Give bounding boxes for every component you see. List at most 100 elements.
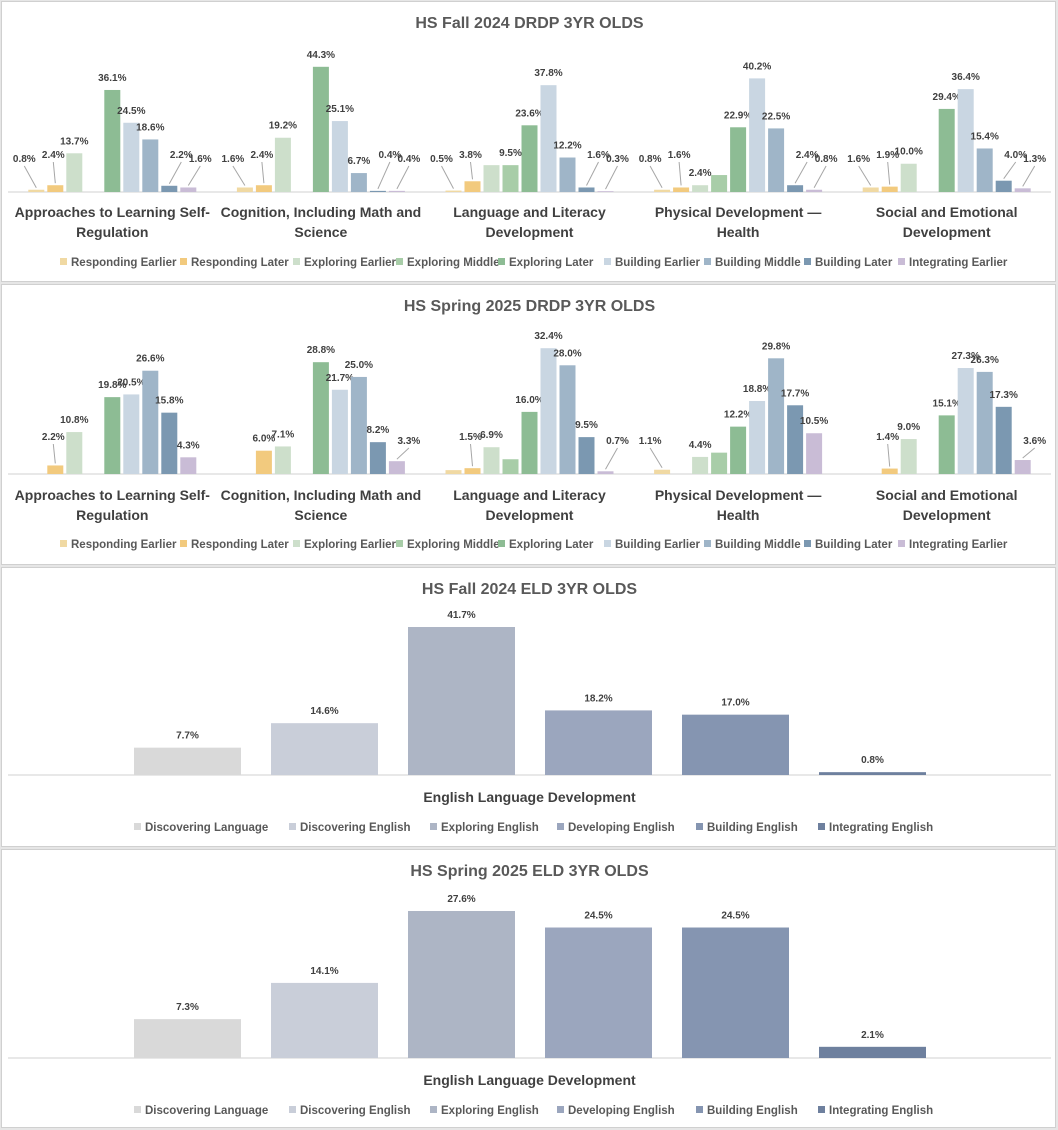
data-label: 2.1% — [861, 1030, 884, 1041]
data-label: 37.8% — [534, 68, 562, 79]
data-label: 1.6% — [668, 150, 691, 161]
data-label: 29.4% — [933, 92, 961, 103]
data-label: 36.1% — [98, 73, 126, 84]
data-label: 2.4% — [796, 150, 819, 161]
label-leader-line — [605, 447, 618, 470]
category-label: Science — [294, 224, 347, 240]
label-leader-line — [887, 443, 891, 467]
bar-discovering-english — [271, 982, 378, 1058]
chart-title: HS Fall 2024 ELD 3YR OLDS — [422, 581, 638, 598]
legend-swatch — [696, 1106, 703, 1113]
label-leader-line — [1003, 161, 1017, 179]
data-label: 17.7% — [781, 388, 809, 399]
data-label: 2.2% — [42, 432, 65, 443]
data-label: 6.7% — [348, 156, 371, 167]
data-label: 7.1% — [272, 429, 295, 440]
legend-swatch — [180, 540, 187, 547]
data-label: 8.2% — [367, 425, 390, 436]
bar-exploring-later — [938, 108, 955, 192]
data-label: 40.2% — [743, 61, 771, 72]
bar-responding-earlier — [445, 470, 462, 474]
data-label: 1.4% — [876, 432, 899, 443]
bar-exploring-earlier — [692, 456, 709, 474]
x-axis-title: English Language Development — [423, 789, 636, 805]
bar-building-earlier — [540, 348, 557, 474]
data-label: 9.5% — [499, 148, 522, 159]
category-label: Health — [717, 507, 760, 523]
label-leader-line — [396, 447, 410, 460]
bar-building-earlier — [331, 389, 348, 474]
bar-responding-earlier — [654, 469, 671, 474]
bar-exploring-english — [408, 627, 515, 775]
bar-building-english — [682, 714, 789, 775]
data-label: 26.3% — [971, 355, 999, 366]
bar-building-middle — [142, 139, 159, 192]
data-label: 1.6% — [847, 154, 870, 165]
bar-integrating-english — [819, 1046, 926, 1058]
legend-swatch — [557, 1106, 564, 1113]
data-label: 25.1% — [326, 104, 354, 115]
data-label: 1.6% — [222, 154, 245, 165]
label-leader-line — [794, 161, 808, 184]
legend-swatch — [289, 823, 296, 830]
bar-responding-later — [255, 185, 272, 192]
bar-building-later — [369, 442, 386, 474]
bar-responding-later — [673, 187, 690, 192]
data-label: 15.8% — [155, 396, 183, 407]
data-label: 9.5% — [575, 420, 598, 431]
bar-exploring-earlier — [483, 447, 500, 474]
bar-building-earlier — [123, 394, 140, 474]
data-label: 1.5% — [459, 432, 482, 443]
legend-swatch — [704, 258, 711, 265]
category-label: Language and Literacy — [453, 204, 606, 220]
bar-integrating-earlier — [1014, 188, 1031, 192]
bar-building-later — [578, 437, 595, 474]
legend-swatch — [498, 540, 505, 547]
data-label: 7.3% — [176, 1002, 199, 1013]
label-leader-line — [232, 165, 246, 186]
bar-developing-english — [545, 710, 652, 775]
category-label: Development — [903, 224, 991, 240]
category-label: Regulation — [76, 507, 148, 523]
legend-entry: Developing English — [568, 1105, 675, 1117]
category-label: Development — [486, 507, 574, 523]
bar-building-middle — [350, 376, 367, 474]
bar-exploring-later — [938, 415, 955, 474]
legend-entry: Integrating Earlier — [909, 539, 1008, 551]
data-label: 18.8% — [743, 384, 771, 395]
chart-spring-eld: HS Spring 2025 ELD 3YR OLDS 7.3% 14.1% 27.6… — [8, 863, 1051, 1117]
legend-entry: Exploring English — [441, 1105, 539, 1117]
legend-swatch — [430, 823, 437, 830]
legend-entry: Exploring Middle — [407, 539, 500, 551]
bar-responding-later — [881, 468, 898, 474]
legend-entry: Building Earlier — [615, 257, 701, 269]
legend-swatch — [818, 823, 825, 830]
legend-swatch — [134, 823, 141, 830]
legend-swatch — [898, 540, 905, 547]
data-label: 0.4% — [398, 154, 421, 165]
legend-entry: Responding Earlier — [71, 539, 177, 551]
legend-swatch — [498, 258, 505, 265]
category-label: Cognition, Including Math and — [221, 204, 422, 220]
data-label: 41.7% — [447, 610, 475, 621]
bar-exploring-earlier — [66, 432, 83, 474]
category-label: Physical Development — — [655, 487, 822, 503]
legend-entry: Responding Later — [191, 539, 289, 551]
data-label: 19.8% — [98, 380, 126, 391]
legend-swatch — [557, 823, 564, 830]
category-label: Cognition, Including Math and — [221, 487, 422, 503]
label-leader-line — [858, 165, 872, 186]
data-label: 9.0% — [897, 422, 920, 433]
data-label: 36.4% — [952, 72, 980, 83]
legend-entry: Building Later — [815, 257, 893, 269]
bar-integrating-earlier — [1014, 460, 1031, 474]
legend-entry: Integrating English — [829, 1105, 933, 1117]
bar-discovering-english — [271, 723, 378, 775]
bar-exploring-later — [312, 362, 329, 474]
chart-title: HS Spring 2025 DRDP 3YR OLDS — [404, 298, 656, 315]
legend-entry: Developing English — [568, 822, 675, 834]
legend-entry: Building Middle — [715, 257, 801, 269]
legend-swatch — [60, 258, 67, 265]
legend-swatch — [293, 540, 300, 547]
